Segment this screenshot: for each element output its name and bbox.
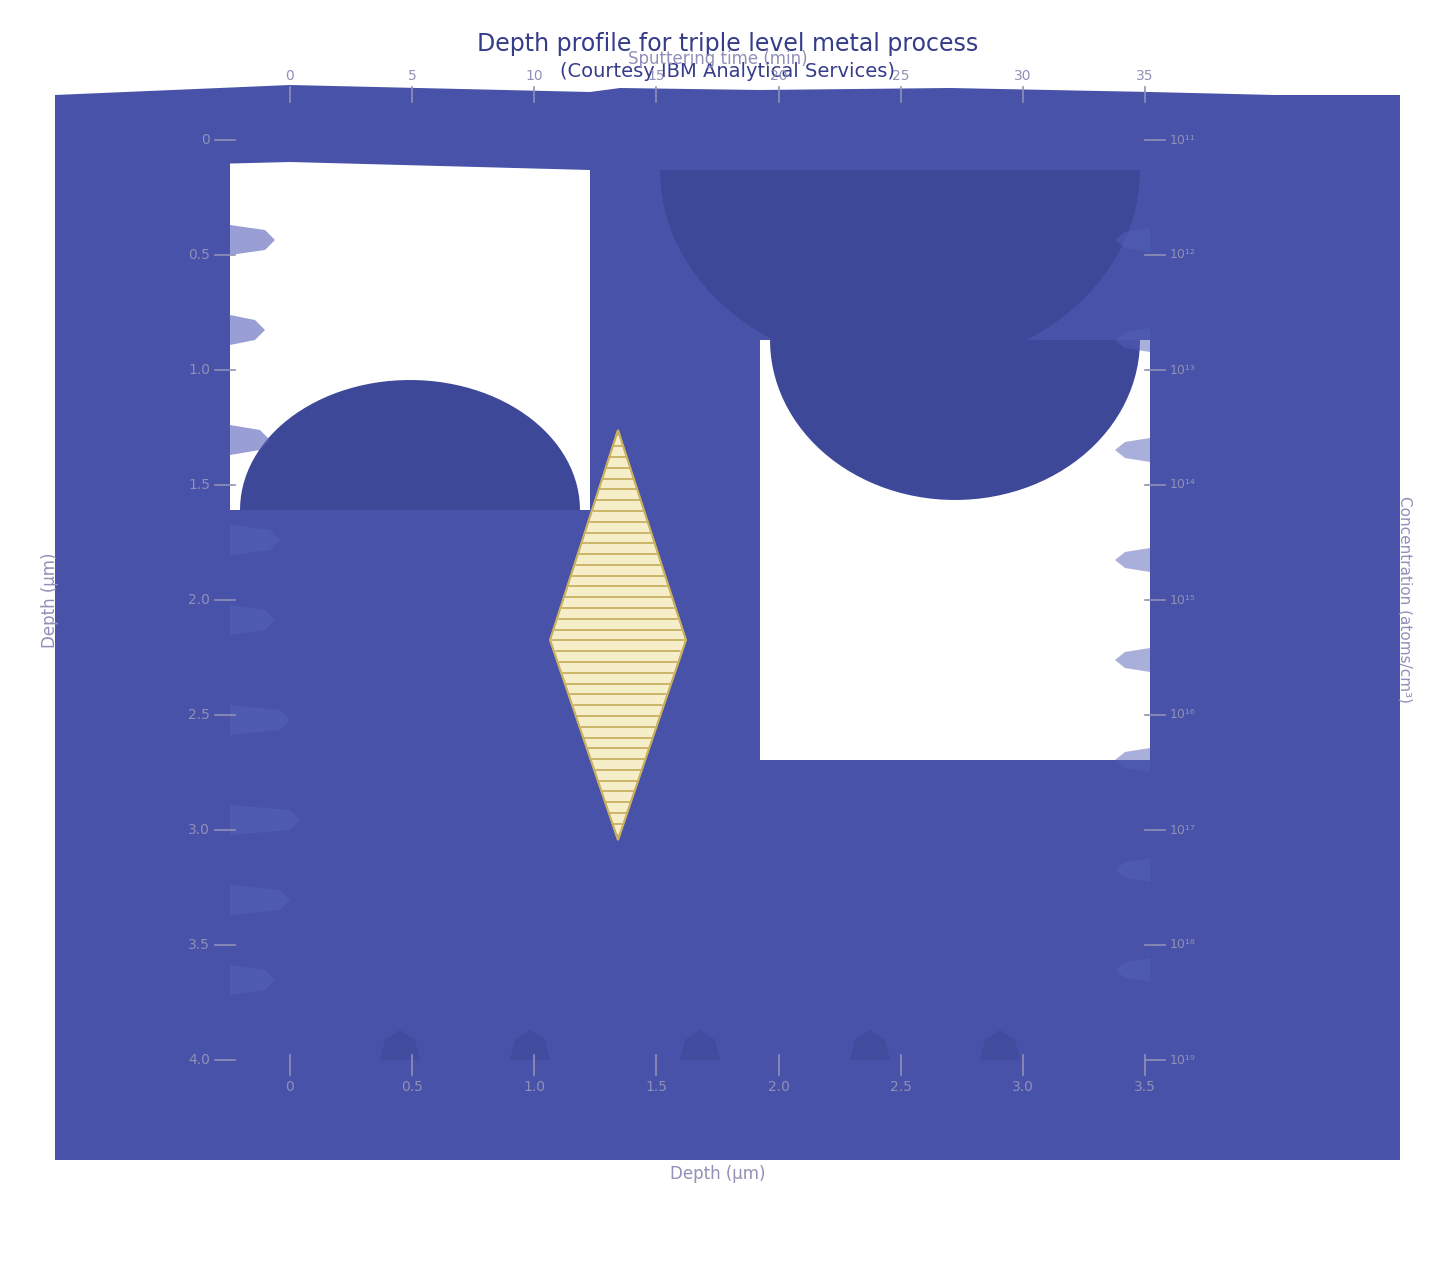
Polygon shape [55, 95, 230, 1160]
Polygon shape [55, 84, 1401, 178]
Text: 4.0: 4.0 [188, 1053, 210, 1067]
Text: 3.5: 3.5 [188, 938, 210, 952]
Text: 5: 5 [408, 69, 416, 83]
Text: 10¹⁹: 10¹⁹ [1171, 1053, 1195, 1067]
Text: 0: 0 [285, 69, 294, 83]
Polygon shape [1115, 857, 1150, 881]
Polygon shape [1115, 958, 1150, 982]
Text: 2.5: 2.5 [890, 1079, 911, 1095]
Polygon shape [230, 380, 590, 509]
Text: 35: 35 [1136, 69, 1153, 83]
Text: 30: 30 [1015, 69, 1032, 83]
Text: Depth (μm): Depth (μm) [41, 552, 60, 648]
Polygon shape [1115, 328, 1150, 352]
Polygon shape [230, 425, 269, 455]
Text: 10¹⁷: 10¹⁷ [1171, 823, 1195, 836]
Text: 0: 0 [201, 132, 210, 148]
Text: 2.5: 2.5 [188, 707, 210, 723]
Text: 10¹⁸: 10¹⁸ [1171, 938, 1195, 952]
Polygon shape [230, 705, 290, 735]
Polygon shape [680, 1030, 721, 1061]
Polygon shape [230, 885, 290, 915]
Text: 10: 10 [526, 69, 543, 83]
Text: 1.0: 1.0 [188, 363, 210, 377]
Polygon shape [660, 170, 1140, 369]
Text: 3.0: 3.0 [1012, 1079, 1034, 1095]
Polygon shape [230, 224, 275, 255]
Text: (Courtesy IBM Analytical Services): (Courtesy IBM Analytical Services) [561, 62, 895, 81]
Text: 10¹⁴: 10¹⁴ [1171, 478, 1195, 492]
Polygon shape [230, 509, 590, 1061]
Polygon shape [230, 805, 300, 835]
Polygon shape [230, 965, 275, 995]
Polygon shape [760, 95, 1150, 340]
Polygon shape [230, 605, 275, 636]
Polygon shape [1115, 748, 1150, 772]
Text: 15: 15 [648, 69, 665, 83]
Text: 10¹³: 10¹³ [1171, 363, 1195, 377]
Text: 0.5: 0.5 [188, 248, 210, 262]
Text: 10¹⁶: 10¹⁶ [1171, 709, 1195, 721]
Polygon shape [1115, 549, 1150, 572]
Polygon shape [230, 315, 265, 346]
Text: 1.0: 1.0 [523, 1079, 546, 1095]
Polygon shape [980, 1030, 1021, 1061]
Polygon shape [760, 340, 1150, 499]
Text: 1.5: 1.5 [645, 1079, 667, 1095]
Polygon shape [760, 760, 1150, 1061]
Text: 10¹²: 10¹² [1171, 248, 1195, 261]
Polygon shape [380, 1030, 419, 1061]
Text: Depth (μm): Depth (μm) [670, 1165, 766, 1183]
Text: 0: 0 [285, 1079, 294, 1095]
Polygon shape [510, 1030, 550, 1061]
Polygon shape [230, 525, 280, 555]
Polygon shape [55, 1061, 1401, 1160]
Text: 0.5: 0.5 [402, 1079, 424, 1095]
Text: 20: 20 [770, 69, 788, 83]
Text: 10¹⁵: 10¹⁵ [1171, 594, 1195, 607]
Polygon shape [1150, 95, 1401, 1160]
Text: 3.5: 3.5 [1134, 1079, 1156, 1095]
Text: Depth profile for triple level metal process: Depth profile for triple level metal pro… [478, 32, 978, 55]
Text: 10¹¹: 10¹¹ [1171, 134, 1195, 146]
Text: 25: 25 [893, 69, 910, 83]
Polygon shape [850, 1030, 890, 1061]
Polygon shape [550, 430, 686, 840]
Text: Concentration (atoms/cm³): Concentration (atoms/cm³) [1398, 497, 1412, 704]
Text: Sputtering time (min): Sputtering time (min) [628, 50, 808, 68]
Polygon shape [590, 100, 760, 1061]
Polygon shape [1115, 438, 1150, 462]
Polygon shape [1115, 648, 1150, 672]
Text: 1.5: 1.5 [188, 478, 210, 492]
Text: 2.0: 2.0 [188, 593, 210, 607]
Text: 2.0: 2.0 [767, 1079, 789, 1095]
Text: 3.0: 3.0 [188, 823, 210, 837]
Polygon shape [1115, 228, 1150, 252]
